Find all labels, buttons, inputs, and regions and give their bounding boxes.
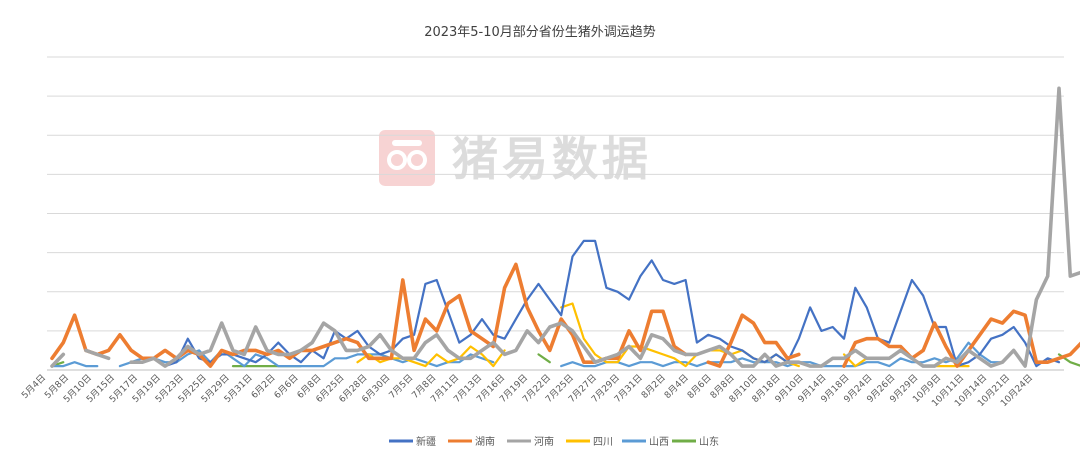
legend-item-四川: 四川 <box>566 437 613 448</box>
series-line-新疆 <box>164 239 1061 368</box>
legend-label: 山西 <box>649 436 669 448</box>
legend-label: 河南 <box>534 435 554 448</box>
x-tick-label: 5月4日 <box>20 372 49 401</box>
series-河南 <box>50 86 1080 368</box>
series-line-湖南 <box>706 313 801 368</box>
legend-item-新疆: 新疆 <box>389 435 436 448</box>
series-新疆 <box>164 239 1061 368</box>
legend: 新疆 湖南 河南 四川 山西 山东 <box>389 435 719 448</box>
legend-label: 四川 <box>593 437 613 448</box>
chart-title: 2023年5-10月部分省份生猪外调运趋势 <box>424 24 656 40</box>
x-axis-ticks: 5月4日5月8日5月10日5月15日5月17日5月19日5月23日5月25日5月… <box>20 372 1036 409</box>
legend-item-山西: 山西 <box>622 436 669 448</box>
series-line-湖南 <box>50 262 688 368</box>
watermark-text: 猪易数据 <box>452 132 652 186</box>
legend-item-湖南: 湖南 <box>448 435 495 448</box>
x-tick-label: 6月6日 <box>272 372 301 401</box>
series-line-山西 <box>118 349 495 368</box>
series-line-河南 <box>84 348 111 361</box>
x-tick-label: 8月6日 <box>685 372 714 401</box>
series-line-河南 <box>129 86 1080 368</box>
pig-snout-logo-icon <box>379 130 435 186</box>
x-tick-label: 6月2日 <box>249 372 278 401</box>
series-line-河南 <box>50 352 66 368</box>
x-tick-label: 8月2日 <box>639 372 668 401</box>
legend-label: 湖南 <box>475 435 495 448</box>
legend-item-山东: 山东 <box>672 435 719 448</box>
grid-lines <box>47 56 1064 371</box>
legend-label: 山东 <box>699 435 719 448</box>
series-line-山西 <box>50 361 99 368</box>
legend-item-河南: 河南 <box>507 435 554 448</box>
series-lines <box>50 86 1080 368</box>
legend-label: 新疆 <box>416 435 436 448</box>
series-line-山东 <box>537 353 551 364</box>
watermark: 猪易数据 <box>379 130 652 186</box>
x-tick-label: 8月4日 <box>662 372 691 401</box>
x-tick-label: 7月5日 <box>387 372 416 401</box>
